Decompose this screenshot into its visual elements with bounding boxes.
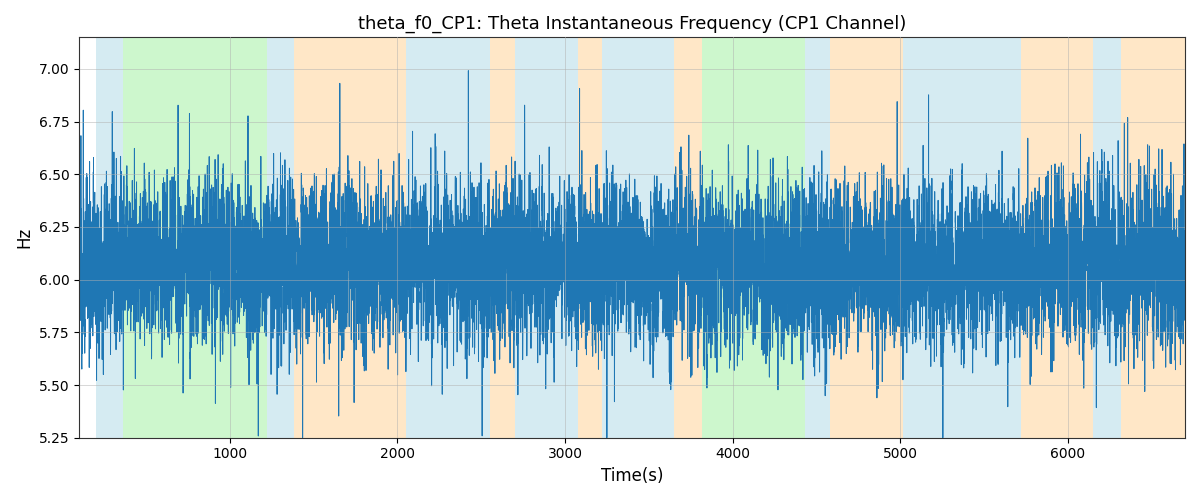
Bar <box>746 38 805 438</box>
Bar <box>602 38 674 438</box>
Bar <box>122 38 266 438</box>
Title: theta_f0_CP1: Theta Instantaneous Frequency (CP1 Channel): theta_f0_CP1: Theta Instantaneous Freque… <box>358 15 906 34</box>
Bar <box>1121 38 1184 438</box>
Y-axis label: Hz: Hz <box>14 227 32 248</box>
Bar <box>266 38 294 438</box>
Bar <box>1093 38 1121 438</box>
X-axis label: Time(s): Time(s) <box>601 467 664 485</box>
Bar <box>904 38 1021 438</box>
Bar <box>674 38 702 438</box>
Bar <box>294 38 406 438</box>
Bar <box>490 38 515 438</box>
Bar <box>702 38 746 438</box>
Bar <box>829 38 904 438</box>
Bar <box>578 38 602 438</box>
Bar <box>1021 38 1046 438</box>
Bar <box>406 38 490 438</box>
Bar <box>515 38 578 438</box>
Bar <box>805 38 829 438</box>
Bar <box>1046 38 1093 438</box>
Bar <box>96 38 122 438</box>
